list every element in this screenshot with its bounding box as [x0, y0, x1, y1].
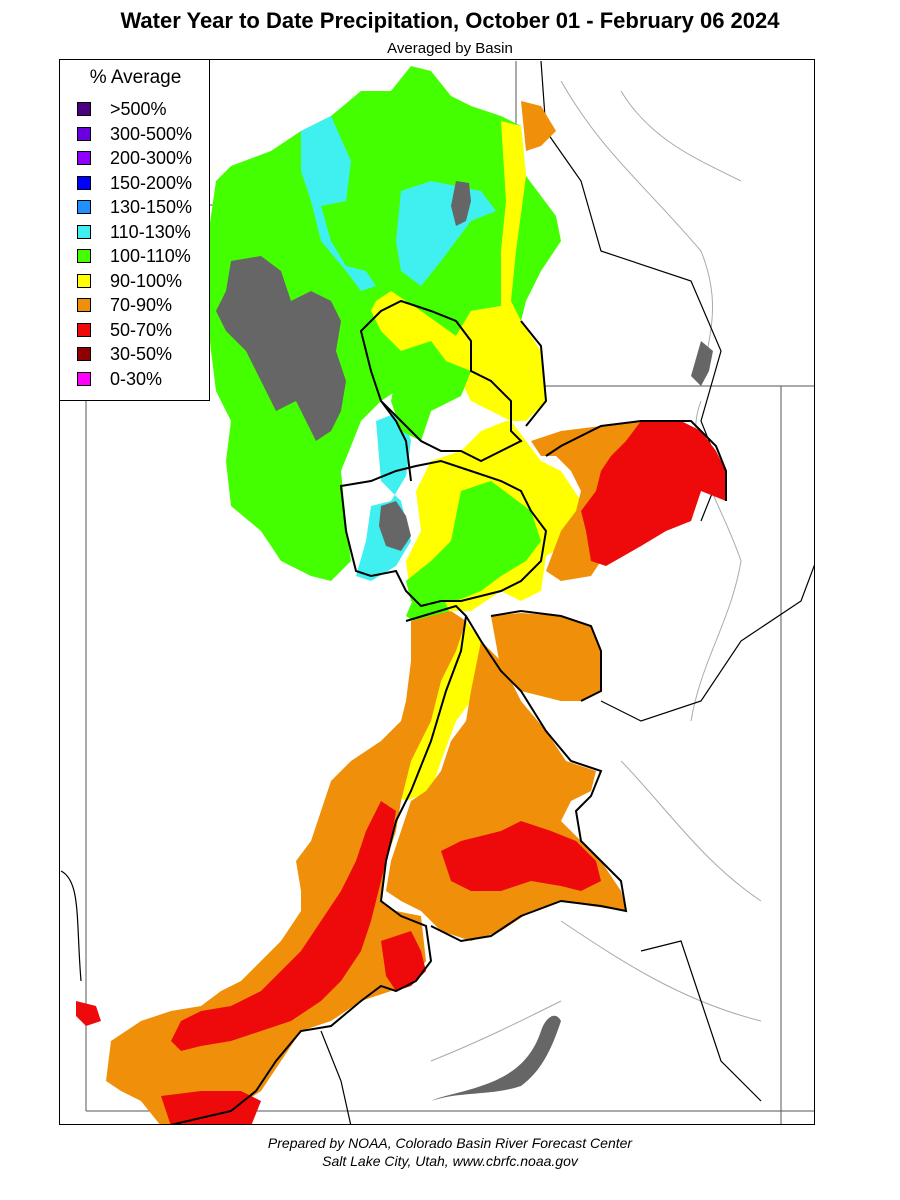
basin-region-50-70-far-south: [76, 1001, 261, 1124]
great-salt-lake: [216, 256, 346, 441]
lakes: [216, 181, 713, 1101]
legend-swatch: [77, 151, 91, 165]
legend-label: 130-150%: [110, 197, 193, 217]
flaming-gorge: [691, 341, 713, 386]
legend-swatch: [77, 175, 91, 190]
footer-credit-line2: Salt Lake City, Utah, www.cbrfc.noaa.gov: [322, 1153, 578, 1169]
basin-region-50-70-ne: [581, 421, 726, 566]
basin-region-90-100: [371, 121, 581, 611]
legend: % Average >500% 300-500% 200-300% 150-200% 1…: [59, 59, 210, 401]
legend-label: 70-90%: [110, 295, 173, 315]
basin-region-50-70-southwest: [171, 801, 396, 1051]
bear-lake: [451, 181, 471, 226]
legend-label: >500%: [110, 99, 167, 119]
basin-boundaries: [170, 299, 727, 1124]
legend-label: 300-500%: [110, 123, 193, 144]
lake-powell: [431, 1015, 561, 1101]
basin-region-70-90-south: [106, 611, 466, 1124]
basin-region-50-70-pocket: [381, 931, 426, 991]
legend-swatch: [77, 126, 91, 141]
legend-label: 150-200%: [110, 172, 193, 193]
map-area: [59, 59, 815, 1125]
legend-swatch: [77, 322, 91, 337]
legend-label: 30-50%: [110, 344, 173, 364]
utah-lake: [379, 501, 411, 551]
legend-title: % Average: [89, 67, 182, 88]
basin-map: [60, 60, 814, 1124]
legend-label: 200-300%: [110, 148, 193, 168]
map-title: Water Year to Date Precipitation, Octobe…: [120, 8, 780, 33]
footer-credit-line1: Prepared by NOAA, Colorado Basin River F…: [267, 1135, 633, 1151]
legend-swatch: [77, 249, 91, 263]
legend-label: 0-30%: [110, 368, 163, 389]
legend-label: 100-110%: [110, 246, 191, 266]
legend-label: 90-100%: [110, 270, 183, 291]
basin-region-100-110-central: [391, 341, 541, 626]
legend-swatch: [77, 347, 91, 361]
legend-label: 50-70%: [110, 319, 173, 340]
legend-swatch: [77, 224, 91, 239]
legend-swatch: [77, 298, 91, 312]
legend-swatch: [77, 102, 91, 116]
legend-label: 110-130%: [110, 221, 191, 242]
legend-swatch: [77, 200, 91, 214]
legend-swatch: [77, 371, 91, 386]
legend-swatch: [77, 273, 91, 288]
basin-region-50-70-south: [441, 821, 601, 891]
basin-region-110-130: [301, 116, 496, 291]
basin-region-70-90-central: [491, 613, 601, 701]
map-subtitle: Averaged by Basin: [387, 40, 513, 57]
